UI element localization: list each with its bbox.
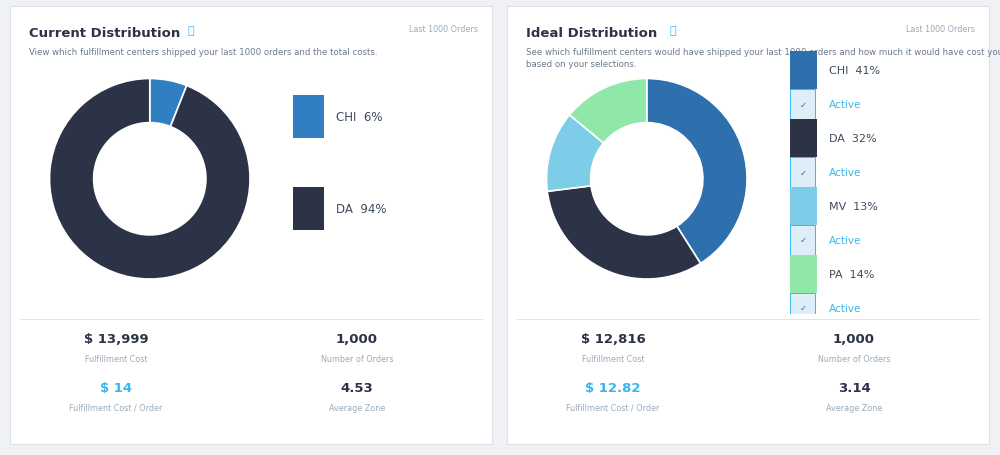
Text: $ 13,999: $ 13,999 <box>84 332 148 345</box>
Text: DA  32%: DA 32% <box>829 134 877 144</box>
Wedge shape <box>547 187 700 279</box>
Text: $ 12,816: $ 12,816 <box>581 332 645 345</box>
Text: CHI  41%: CHI 41% <box>829 66 880 76</box>
Text: Number of Orders: Number of Orders <box>321 354 393 363</box>
Text: Fulfillment Cost: Fulfillment Cost <box>582 354 644 363</box>
Text: Fulfillment Cost: Fulfillment Cost <box>85 354 147 363</box>
Text: 1,000: 1,000 <box>336 332 378 345</box>
Text: based on your selections.: based on your selections. <box>526 60 637 69</box>
Text: 1,000: 1,000 <box>833 332 875 345</box>
Wedge shape <box>647 79 747 264</box>
Text: ✓: ✓ <box>799 236 806 245</box>
Text: See which fulfillment centers would have shipped your last 1000 orders and how m: See which fulfillment centers would have… <box>526 48 1000 57</box>
Text: Last 1000 Orders: Last 1000 Orders <box>409 25 478 34</box>
FancyBboxPatch shape <box>790 255 817 293</box>
Text: Active: Active <box>829 235 861 245</box>
Text: Active: Active <box>829 303 861 313</box>
Text: Number of Orders: Number of Orders <box>818 354 890 363</box>
Text: View which fulfillment centers shipped your last 1000 orders and the total costs: View which fulfillment centers shipped y… <box>29 48 378 57</box>
FancyBboxPatch shape <box>790 187 817 225</box>
Wedge shape <box>570 79 647 144</box>
Text: MV  13%: MV 13% <box>829 202 878 212</box>
Wedge shape <box>547 116 604 192</box>
Text: Fulfillment Cost / Order: Fulfillment Cost / Order <box>69 403 163 412</box>
FancyBboxPatch shape <box>790 90 815 120</box>
Text: ✓: ✓ <box>799 168 806 177</box>
Text: Average Zone: Average Zone <box>826 403 882 412</box>
Text: 3.14: 3.14 <box>838 381 870 394</box>
Text: Average Zone: Average Zone <box>329 403 385 412</box>
Wedge shape <box>150 79 187 127</box>
Text: Fulfillment Cost / Order: Fulfillment Cost / Order <box>566 403 660 412</box>
Text: DA  94%: DA 94% <box>336 202 386 216</box>
Wedge shape <box>50 79 250 279</box>
Text: Current Distribution: Current Distribution <box>29 26 181 40</box>
Text: CHI  6%: CHI 6% <box>336 111 382 124</box>
Text: $ 12.82: $ 12.82 <box>585 381 641 394</box>
Text: Ideal Distribution: Ideal Distribution <box>526 26 658 40</box>
FancyBboxPatch shape <box>790 225 815 255</box>
Text: Active: Active <box>829 100 861 110</box>
Text: ✓: ✓ <box>799 101 806 109</box>
FancyBboxPatch shape <box>790 158 815 187</box>
Text: PA  14%: PA 14% <box>829 269 874 279</box>
Text: $ 14: $ 14 <box>100 381 132 394</box>
Text: ⓘ: ⓘ <box>669 25 676 35</box>
FancyBboxPatch shape <box>790 120 817 158</box>
Text: 4.53: 4.53 <box>341 381 373 394</box>
FancyBboxPatch shape <box>293 96 324 139</box>
Text: Active: Active <box>829 167 861 177</box>
FancyBboxPatch shape <box>790 52 817 90</box>
FancyBboxPatch shape <box>790 293 815 323</box>
Text: ⓘ: ⓘ <box>187 25 194 35</box>
Text: ✓: ✓ <box>799 303 806 313</box>
Text: Last 1000 Orders: Last 1000 Orders <box>906 25 975 34</box>
FancyBboxPatch shape <box>293 187 324 231</box>
